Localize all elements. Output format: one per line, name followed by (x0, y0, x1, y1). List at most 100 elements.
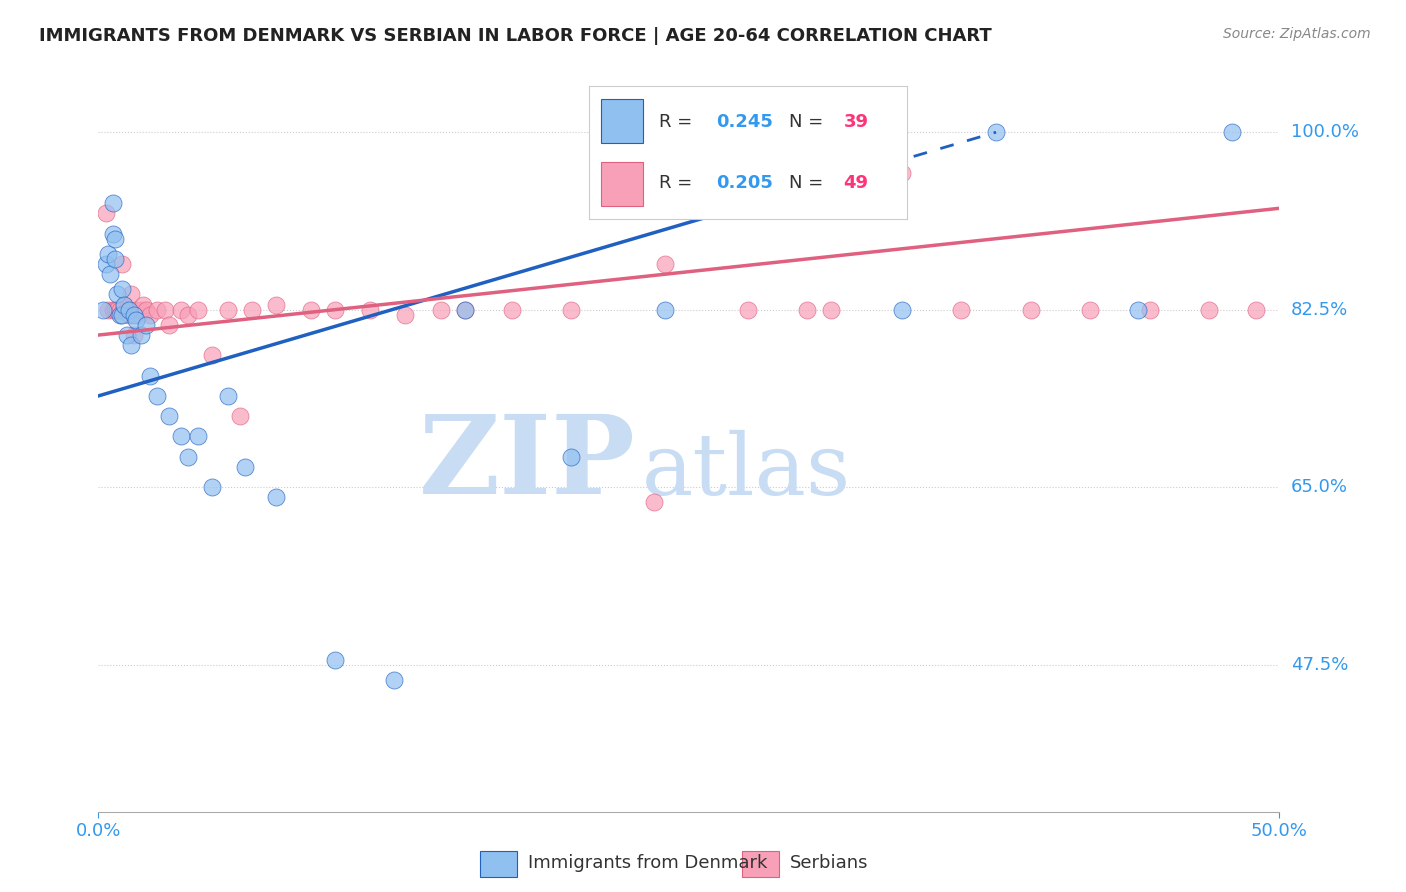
Point (1244, 302, 1267, 317)
Point (111, 308, 134, 322)
Point (890, 166, 912, 180)
Point (394, 308, 416, 322)
Text: Serbians: Serbians (790, 854, 869, 872)
Point (112, 298, 135, 312)
Point (108, 302, 131, 317)
Point (1021, 302, 1043, 317)
Point (949, 302, 972, 317)
Point (453, 302, 475, 317)
Point (654, 302, 676, 317)
Point (382, 673, 405, 687)
Point (129, 328, 152, 343)
Point (108, 308, 131, 322)
Point (94, 257, 117, 271)
Point (890, 302, 912, 317)
Point (229, 409, 252, 424)
Point (1220, 125, 1243, 139)
Point (1080, 302, 1102, 317)
Point (153, 302, 176, 317)
Text: 47.5%: 47.5% (1291, 656, 1348, 673)
Point (97, 302, 120, 317)
Point (146, 389, 169, 403)
Point (135, 318, 157, 332)
Text: IMMIGRANTS FROM DENMARK VS SERBIAN IN LABOR FORCE | AGE 20-64 CORRELATION CHART: IMMIGRANTS FROM DENMARK VS SERBIAN IN LA… (39, 27, 993, 45)
Text: Immigrants from Denmark: Immigrants from Denmark (529, 854, 768, 872)
Point (984, 125, 1007, 139)
Point (177, 308, 200, 322)
Point (157, 409, 180, 424)
Point (323, 302, 346, 317)
Point (115, 302, 138, 317)
Point (146, 302, 169, 317)
Point (104, 232, 127, 246)
Point (643, 495, 665, 509)
Point (240, 302, 263, 317)
Point (91, 302, 114, 317)
Text: Source: ZipAtlas.com: Source: ZipAtlas.com (1223, 27, 1371, 41)
Point (1198, 302, 1220, 317)
Point (101, 227, 124, 241)
FancyBboxPatch shape (742, 851, 779, 877)
Point (217, 389, 239, 403)
Point (201, 348, 224, 362)
Point (233, 459, 256, 474)
Point (170, 429, 193, 443)
Point (111, 282, 134, 296)
Text: 65.0%: 65.0% (1291, 478, 1347, 496)
Point (560, 302, 582, 317)
Point (98, 267, 121, 281)
Point (560, 450, 582, 464)
Point (820, 302, 842, 317)
Point (125, 313, 148, 327)
Point (177, 450, 200, 464)
Point (111, 257, 134, 271)
Point (132, 298, 155, 312)
Point (359, 302, 381, 317)
Point (121, 338, 143, 352)
Text: 82.5%: 82.5% (1291, 301, 1348, 318)
Point (105, 302, 128, 317)
Point (118, 308, 141, 322)
Point (1126, 302, 1149, 317)
Text: atlas: atlas (641, 430, 851, 513)
Point (125, 302, 148, 317)
Point (157, 318, 180, 332)
Point (115, 328, 138, 343)
Point (101, 302, 124, 317)
Point (1139, 302, 1161, 317)
Point (187, 302, 209, 317)
Point (135, 302, 157, 317)
FancyBboxPatch shape (479, 851, 517, 877)
Point (118, 302, 141, 317)
Point (104, 302, 127, 317)
Point (121, 287, 143, 301)
Text: 100.0%: 100.0% (1291, 123, 1358, 141)
Point (299, 302, 322, 317)
Point (104, 252, 127, 266)
Point (654, 257, 676, 271)
Point (264, 491, 287, 505)
Point (101, 196, 124, 211)
Point (737, 302, 759, 317)
Point (122, 328, 145, 343)
Point (217, 302, 239, 317)
Point (139, 368, 162, 383)
Point (105, 287, 128, 301)
Point (201, 480, 224, 494)
Point (501, 302, 523, 317)
Point (122, 308, 145, 322)
Text: ZIP: ZIP (419, 410, 636, 517)
Point (170, 302, 193, 317)
Point (453, 302, 475, 317)
Point (94, 206, 117, 220)
Point (129, 302, 152, 317)
Point (430, 302, 453, 317)
Point (187, 429, 209, 443)
Point (112, 298, 135, 312)
Point (323, 652, 346, 666)
Point (796, 302, 818, 317)
Point (139, 308, 162, 322)
Point (264, 298, 287, 312)
Point (128, 308, 150, 322)
Point (97, 247, 120, 261)
